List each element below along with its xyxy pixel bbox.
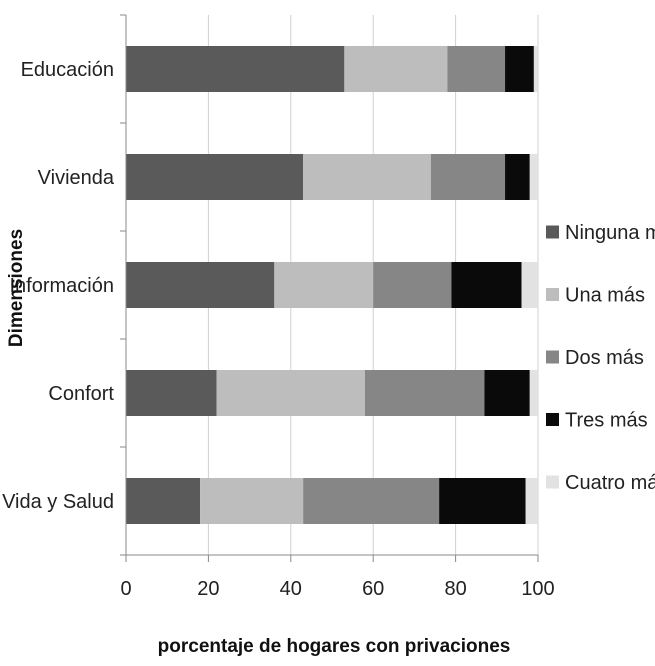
legend-swatch: [546, 475, 559, 489]
x-axis-title: porcentaje de hogares con privaciones: [158, 636, 511, 657]
bar-segment: [126, 478, 201, 524]
legend-swatch: [546, 225, 559, 239]
x-tick-label: 40: [280, 578, 302, 600]
bars: [126, 46, 538, 524]
bar-segment: [364, 370, 485, 416]
category-label: Educación: [21, 59, 114, 81]
bar-segment: [126, 370, 217, 416]
bar-segment: [505, 46, 534, 92]
legend-swatch: [546, 288, 559, 301]
legend-swatch: [546, 413, 559, 426]
bar-segment: [484, 370, 530, 416]
category-label: Vivienda: [38, 167, 115, 189]
bar-segment: [274, 262, 374, 308]
legend-swatch: [546, 350, 559, 364]
legend-label: Tres más: [565, 410, 648, 432]
legend-label: Ninguna más: [565, 222, 655, 244]
bar-segment: [505, 154, 530, 200]
bar-segment: [303, 478, 440, 524]
bar-segment: [430, 154, 506, 200]
labels: 0 20 40 60 80 100 Educación Vivienda Información…: [2, 59, 555, 600]
bar-segment: [521, 262, 538, 308]
bar-segment: [529, 154, 538, 200]
bar-segment: [451, 262, 522, 308]
bar-segment: [303, 154, 431, 200]
category-label: Vida y Salud: [2, 491, 114, 513]
bar-segment: [439, 478, 526, 524]
axes: [120, 14, 539, 562]
category-label: Confort: [48, 383, 114, 405]
bar-segment: [126, 154, 304, 200]
bar-segment: [373, 262, 452, 308]
legend-label: Una más: [565, 285, 645, 307]
bar-segment: [200, 478, 304, 524]
legend: Ninguna más Una más Dos más Tres más Cuatro …: [546, 222, 655, 494]
category-label: Información: [10, 275, 115, 297]
x-tick-label: 60: [362, 578, 384, 600]
x-tick-label: 0: [120, 578, 131, 600]
x-tick-label: 80: [444, 578, 466, 600]
bar-segment: [126, 46, 345, 92]
x-tick-label: 100: [521, 578, 554, 600]
x-tick-label: 20: [197, 578, 219, 600]
y-axis-title: Dimensiones: [6, 229, 27, 347]
bar-segment: [344, 46, 448, 92]
bar-segment: [533, 46, 538, 92]
legend-label: Cuatro más: [565, 472, 655, 494]
bar-segment: [529, 370, 538, 416]
bar-segment: [525, 478, 538, 524]
bar-segment: [126, 262, 275, 308]
bar-segment: [216, 370, 365, 416]
bar-segment: [447, 46, 506, 92]
legend-label: Dos más: [565, 347, 644, 369]
